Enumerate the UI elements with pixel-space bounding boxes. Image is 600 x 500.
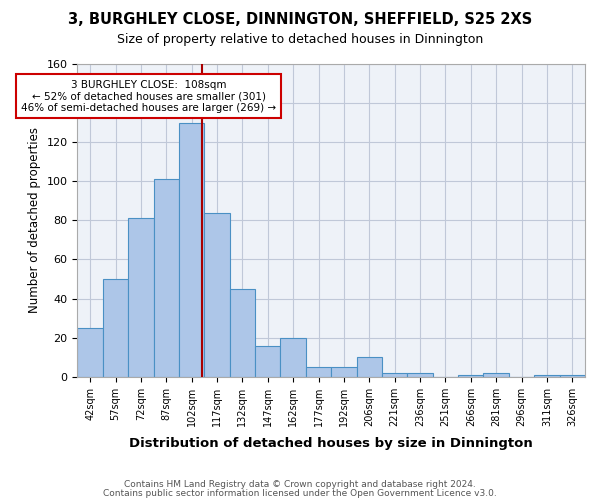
Bar <box>77 328 103 377</box>
Text: Size of property relative to detached houses in Dinnington: Size of property relative to detached ho… <box>117 32 483 46</box>
Bar <box>331 367 356 377</box>
Bar <box>205 212 230 377</box>
Bar <box>230 289 255 377</box>
Text: Contains HM Land Registry data © Crown copyright and database right 2024.: Contains HM Land Registry data © Crown c… <box>124 480 476 489</box>
Bar <box>356 357 382 377</box>
Y-axis label: Number of detached properties: Number of detached properties <box>28 128 41 314</box>
Bar <box>484 373 509 377</box>
Text: 3 BURGHLEY CLOSE:  108sqm
← 52% of detached houses are smaller (301)
46% of semi: 3 BURGHLEY CLOSE: 108sqm ← 52% of detach… <box>21 80 276 113</box>
Bar <box>103 279 128 377</box>
Text: 3, BURGHLEY CLOSE, DINNINGTON, SHEFFIELD, S25 2XS: 3, BURGHLEY CLOSE, DINNINGTON, SHEFFIELD… <box>68 12 532 28</box>
Bar <box>306 367 331 377</box>
Bar <box>280 338 306 377</box>
X-axis label: Distribution of detached houses by size in Dinnington: Distribution of detached houses by size … <box>130 437 533 450</box>
Bar <box>154 180 179 377</box>
Bar <box>382 373 407 377</box>
Bar <box>407 373 433 377</box>
Bar <box>179 122 205 377</box>
Bar <box>560 375 585 377</box>
Bar <box>458 375 484 377</box>
Bar <box>534 375 560 377</box>
Text: Contains public sector information licensed under the Open Government Licence v3: Contains public sector information licen… <box>103 488 497 498</box>
Bar <box>255 346 280 377</box>
Bar <box>128 218 154 377</box>
